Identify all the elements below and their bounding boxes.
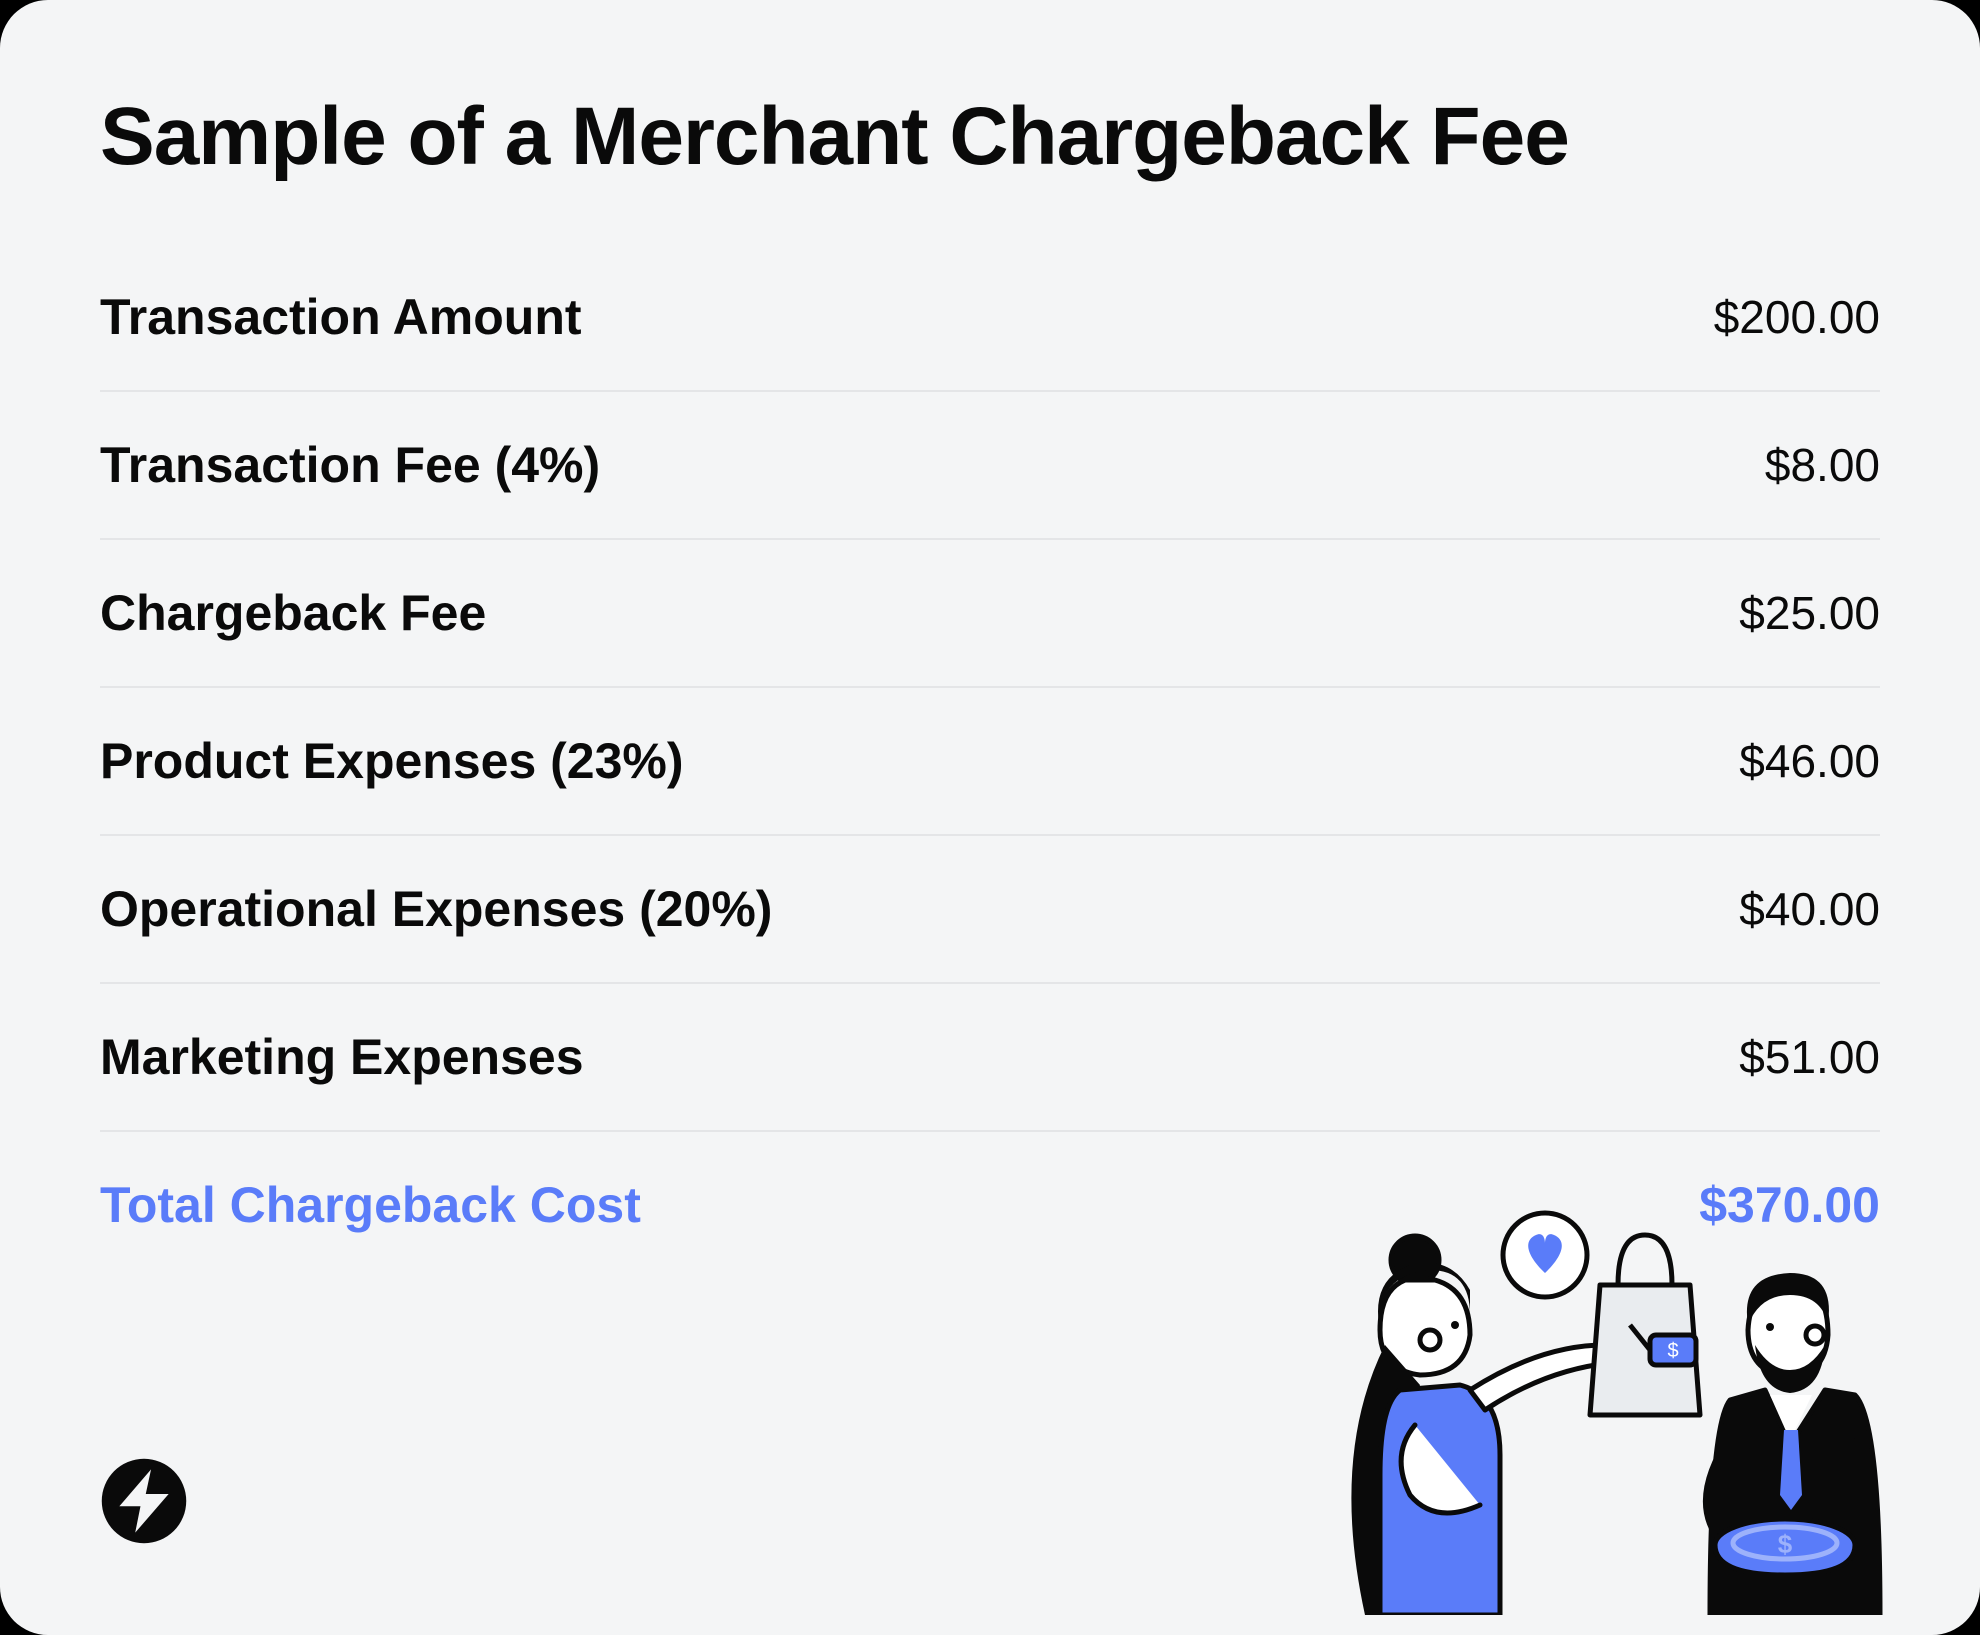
row-value: $40.00: [1739, 882, 1880, 936]
row-value: $25.00: [1739, 586, 1880, 640]
row-label: Transaction Amount: [100, 288, 582, 346]
bolt-circle-icon: [100, 1457, 188, 1545]
table-row: Chargeback Fee $25.00: [100, 540, 1880, 688]
row-label: Product Expenses (23%): [100, 732, 684, 790]
table-row: Transaction Fee (4%) $8.00: [100, 392, 1880, 540]
fee-rows: Transaction Amount $200.00 Transaction F…: [100, 244, 1880, 1278]
table-row: Operational Expenses (20%) $40.00: [100, 836, 1880, 984]
svg-text:$: $: [1778, 1529, 1793, 1559]
table-row: Product Expenses (23%) $46.00: [100, 688, 1880, 836]
row-value: $8.00: [1765, 438, 1880, 492]
row-label: Marketing Expenses: [100, 1028, 584, 1086]
total-label: Total Chargeback Cost: [100, 1176, 641, 1234]
shopping-exchange-illustration: $: [1270, 1195, 1910, 1615]
card-title: Sample of a Merchant Chargeback Fee: [100, 90, 1880, 184]
row-label: Chargeback Fee: [100, 584, 486, 642]
svg-text:$: $: [1667, 1340, 1678, 1362]
row-label: Operational Expenses (20%): [100, 880, 772, 938]
row-label: Transaction Fee (4%): [100, 436, 600, 494]
row-value: $46.00: [1739, 734, 1880, 788]
row-value: $200.00: [1714, 290, 1880, 344]
table-row: Marketing Expenses $51.00: [100, 984, 1880, 1132]
chargeback-card: Sample of a Merchant Chargeback Fee Tran…: [0, 0, 1980, 1635]
row-value: $51.00: [1739, 1030, 1880, 1084]
table-row: Transaction Amount $200.00: [100, 244, 1880, 392]
